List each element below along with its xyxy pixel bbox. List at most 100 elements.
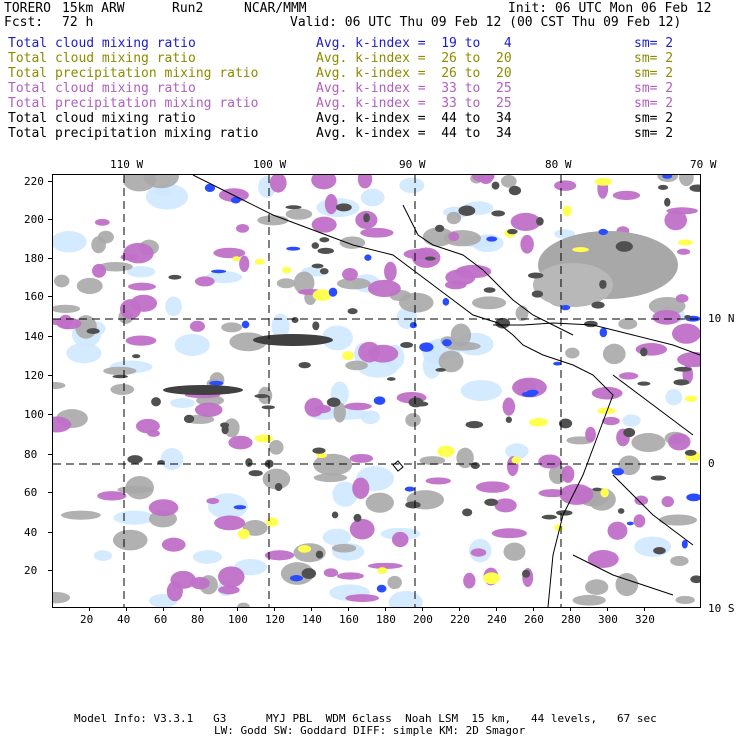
y-tick-label: 80 <box>24 448 38 461</box>
model-name: TORERO <box>4 1 51 16</box>
cloud-magenta <box>217 566 245 588</box>
cloud-magenta <box>189 320 205 332</box>
legend-field: Total cloud mixing ratio <box>8 51 196 66</box>
cloud-magenta <box>228 435 253 450</box>
cloud-yellow <box>315 452 328 459</box>
cloud-dark-core <box>168 274 182 280</box>
cloud-light-blue <box>93 550 113 561</box>
cloud-gray <box>548 464 567 485</box>
cloud-gray <box>53 592 71 604</box>
cloud-dark-core <box>112 374 128 379</box>
legend-sm: sm= 2 <box>634 66 674 81</box>
cloud-light-blue <box>160 448 184 471</box>
cloud-light-blue <box>322 528 352 546</box>
cloud-dark-core <box>527 272 544 279</box>
cloud-light-blue <box>360 188 385 207</box>
cloud-light-blue <box>113 510 155 525</box>
footer-model-info: Model Info: V3.3.1 G3 MYJ PBL WDM 6class… <box>74 712 657 725</box>
cloud-dark-core <box>132 354 141 359</box>
cloud-blue <box>286 246 301 251</box>
map-panel <box>52 174 701 608</box>
lon-label-70w: 70 W <box>690 158 717 171</box>
cloud-dark-core <box>127 455 143 464</box>
x-tick-mark <box>459 607 460 611</box>
cloud-magenta <box>672 323 700 344</box>
fcst-value: 72 h <box>62 15 94 30</box>
cloud-gray <box>387 575 402 589</box>
cloud-magenta <box>607 521 628 540</box>
cloud-dark-core <box>623 427 636 438</box>
cloud-magenta <box>491 528 527 539</box>
y-tick-label: 180 <box>24 252 44 265</box>
coastline-north-south-america <box>493 322 700 356</box>
cloud-dark-core <box>151 397 161 407</box>
y-tick-mark <box>48 258 52 259</box>
galapagos-islands <box>392 460 404 472</box>
cloud-magenta <box>264 550 295 561</box>
cloud-yellow <box>254 434 274 443</box>
cloud-dark-core <box>458 205 476 216</box>
cloud-dark-band <box>163 385 243 395</box>
y-tick-mark <box>48 532 52 533</box>
cloud-magenta <box>194 402 223 418</box>
cloud-gray <box>110 383 135 395</box>
cloud-blue <box>376 584 387 593</box>
cloud-dark-core <box>386 377 396 381</box>
cloud-yellow <box>600 488 609 498</box>
cloud-dark-core <box>183 414 195 424</box>
cloud-magenta <box>677 351 700 368</box>
cloud-dark-core <box>465 421 484 429</box>
cloud-magenta <box>367 279 401 298</box>
cloud-blue <box>419 342 434 352</box>
cloud-blue <box>204 183 216 193</box>
cloud-magenta <box>358 341 381 363</box>
cloud-magenta <box>618 372 639 380</box>
legend-field: Total precipitation mixing ratio <box>8 66 259 81</box>
x-tick-label: 100 <box>228 613 248 626</box>
cloud-blue <box>553 361 562 366</box>
legend-field: Total cloud mixing ratio <box>8 81 196 96</box>
cloud-yellow <box>312 289 332 301</box>
cloud-gray <box>112 529 148 551</box>
cloud-light-blue <box>422 352 442 379</box>
cloud-dark-core <box>507 228 518 235</box>
cloud-gray <box>618 318 638 330</box>
cloud-magenta <box>559 483 594 505</box>
cloud-magenta <box>664 210 688 231</box>
cloud-magenta <box>635 343 668 356</box>
cloud-gray <box>572 594 606 606</box>
cloud-dark-core <box>400 341 414 348</box>
cloud-light-blue <box>554 229 575 239</box>
x-tick-label: 280 <box>561 613 581 626</box>
country-borders <box>572 374 694 596</box>
lon-label-100w: 100 W <box>253 158 287 171</box>
cloud-dark-core <box>335 203 352 212</box>
y-tick-mark <box>48 181 52 182</box>
cloud-magenta <box>324 193 338 215</box>
cloud-dark-core <box>363 213 370 223</box>
cloud-dark-core <box>531 290 544 298</box>
cloud-dark-core <box>312 321 320 331</box>
cloud-gray <box>438 350 464 373</box>
cloud-gray <box>398 292 434 313</box>
x-tick-label: 20 <box>80 613 94 626</box>
x-tick-mark <box>348 607 349 611</box>
cloud-dark-core <box>650 475 667 481</box>
cloud-dark-core <box>558 418 573 429</box>
cloud-blue <box>442 298 450 306</box>
cloud-magenta <box>612 190 641 200</box>
cloud-gray <box>313 453 353 476</box>
cloud-dark-core <box>684 314 691 320</box>
cloud-magenta <box>475 481 510 493</box>
cloud-gray <box>125 476 154 500</box>
cloud-yellow <box>528 417 549 427</box>
cloud-magenta <box>269 175 287 193</box>
cloud-magenta <box>148 499 179 517</box>
y-tick-mark <box>48 296 52 297</box>
y-tick-mark <box>48 375 52 376</box>
cloud-magenta <box>587 550 619 568</box>
y-tick-mark <box>48 414 52 415</box>
cloud-dark-core <box>245 458 253 467</box>
cloud-magenta <box>520 234 534 254</box>
cloud-blue <box>209 380 224 386</box>
